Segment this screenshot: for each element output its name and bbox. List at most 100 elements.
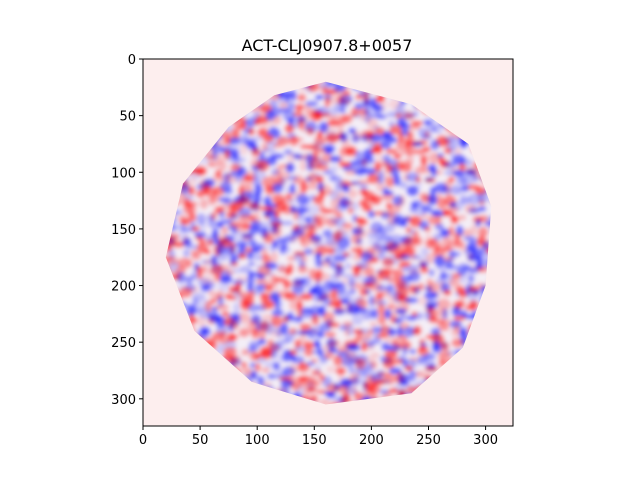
positive-fluctuation-blob [208, 290, 216, 297]
positive-fluctuation-blob [192, 168, 206, 175]
positive-fluctuation-blob [390, 358, 405, 365]
negative-fluctuation-blob [448, 146, 456, 159]
positive-fluctuation-blob [376, 333, 388, 339]
negative-fluctuation-blob [434, 128, 443, 134]
positive-fluctuation-blob [299, 237, 310, 248]
positive-fluctuation-blob [325, 133, 340, 144]
positive-fluctuation-blob [352, 252, 363, 262]
positive-fluctuation-blob [307, 172, 319, 184]
positive-fluctuation-blob [450, 327, 461, 338]
positive-fluctuation-blob [364, 266, 375, 278]
positive-fluctuation-blob [231, 127, 240, 140]
negative-fluctuation-blob [280, 322, 289, 335]
positive-fluctuation-blob [248, 202, 260, 211]
negative-fluctuation-blob [285, 162, 295, 174]
negative-fluctuation-blob [287, 198, 296, 204]
negative-fluctuation-blob [194, 231, 207, 239]
negative-fluctuation-blob [454, 427, 464, 432]
positive-fluctuation-blob [350, 385, 358, 395]
negative-fluctuation-blob [229, 357, 242, 367]
positive-fluctuation-blob [306, 387, 317, 393]
negative-fluctuation-blob [280, 220, 294, 226]
negative-fluctuation-blob [249, 362, 256, 369]
negative-fluctuation-blob [402, 326, 415, 338]
positive-fluctuation-blob [221, 311, 230, 317]
positive-fluctuation-blob [367, 383, 381, 395]
negative-fluctuation-blob [270, 350, 278, 359]
negative-fluctuation-blob [341, 357, 354, 367]
positive-fluctuation-blob [327, 302, 334, 308]
y-tick-label: 300 [111, 393, 136, 408]
negative-fluctuation-blob [293, 316, 304, 323]
positive-fluctuation-blob [367, 173, 380, 184]
negative-fluctuation-blob [388, 367, 403, 375]
positive-fluctuation-blob [490, 427, 496, 433]
positive-fluctuation-blob [241, 348, 250, 356]
negative-fluctuation-blob [344, 262, 352, 270]
positive-fluctuation-blob [363, 342, 375, 352]
negative-fluctuation-blob [232, 267, 242, 274]
x-tick-label: 0 [139, 433, 147, 448]
negative-fluctuation-blob [382, 245, 395, 252]
negative-fluctuation-blob [376, 253, 387, 260]
negative-fluctuation-blob [351, 314, 364, 326]
positive-fluctuation-blob [369, 275, 384, 283]
positive-fluctuation-blob [220, 330, 228, 339]
negative-fluctuation-blob [406, 315, 418, 322]
positive-fluctuation-blob [311, 314, 320, 326]
negative-fluctuation-blob [315, 364, 321, 375]
positive-fluctuation-blob [415, 372, 428, 378]
positive-fluctuation-blob [265, 300, 276, 309]
positive-fluctuation-blob [442, 210, 454, 217]
negative-fluctuation-blob [376, 172, 385, 185]
positive-fluctuation-blob [208, 161, 220, 168]
positive-fluctuation-blob [450, 216, 460, 225]
negative-fluctuation-blob [233, 302, 240, 313]
y-axis: 0 50 100 150 200 250 300 [111, 53, 143, 408]
positive-fluctuation-blob [435, 214, 443, 227]
negative-fluctuation-blob [451, 305, 461, 317]
negative-fluctuation-blob [229, 137, 241, 145]
negative-fluctuation-blob [384, 308, 392, 320]
positive-fluctuation-blob [370, 194, 382, 206]
positive-fluctuation-blob [313, 110, 323, 121]
negative-fluctuation-blob [248, 225, 261, 235]
negative-fluctuation-blob [413, 286, 421, 295]
positive-fluctuation-blob [196, 190, 205, 198]
positive-fluctuation-blob [191, 226, 200, 232]
negative-fluctuation-blob [430, 139, 440, 151]
negative-fluctuation-blob [347, 343, 362, 352]
negative-fluctuation-blob [434, 223, 445, 231]
positive-fluctuation-blob [265, 190, 275, 197]
positive-fluctuation-blob [289, 363, 299, 375]
positive-fluctuation-blob [393, 342, 400, 354]
negative-fluctuation-blob [349, 159, 364, 167]
positive-fluctuation-blob [397, 132, 405, 144]
positive-fluctuation-blob [282, 315, 290, 324]
negative-fluctuation-blob [468, 207, 481, 214]
negative-fluctuation-blob [382, 190, 395, 196]
negative-fluctuation-blob [401, 345, 409, 356]
negative-fluctuation-blob [183, 248, 190, 258]
positive-fluctuation-blob [424, 365, 439, 373]
positive-fluctuation-blob [463, 228, 472, 237]
negative-fluctuation-blob [424, 120, 432, 126]
negative-fluctuation-blob [467, 193, 482, 205]
positive-fluctuation-blob [268, 283, 280, 295]
negative-fluctuation-blob [435, 276, 448, 285]
negative-fluctuation-blob [315, 251, 322, 260]
negative-fluctuation-blob [486, 215, 492, 222]
positive-fluctuation-blob [434, 169, 443, 176]
negative-fluctuation-blob [362, 366, 375, 378]
positive-fluctuation-blob [355, 94, 363, 100]
positive-fluctuation-blob [386, 182, 395, 190]
positive-fluctuation-blob [341, 277, 350, 285]
negative-fluctuation-blob [215, 316, 227, 328]
positive-fluctuation-blob [190, 317, 198, 324]
negative-fluctuation-blob [266, 373, 277, 380]
negative-fluctuation-blob [175, 208, 184, 216]
negative-fluctuation-blob [393, 317, 403, 325]
negative-fluctuation-blob [319, 322, 331, 333]
positive-fluctuation-blob [199, 198, 209, 210]
positive-fluctuation-blob [478, 226, 489, 238]
